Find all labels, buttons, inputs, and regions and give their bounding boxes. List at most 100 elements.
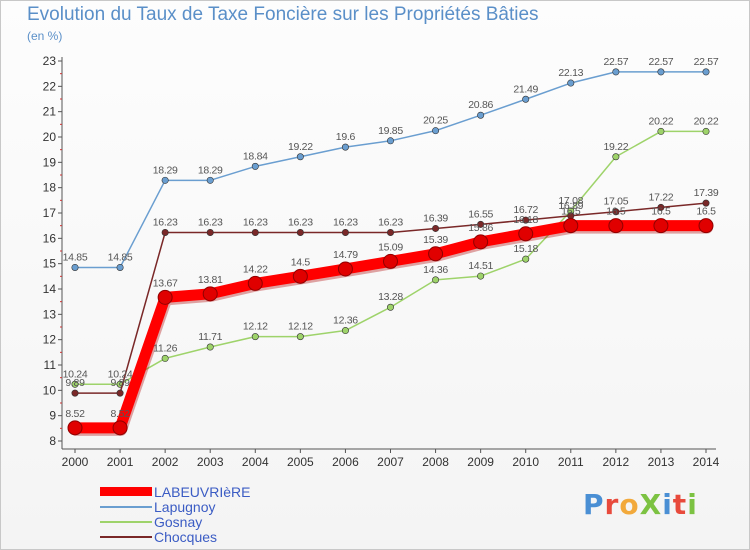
data-point bbox=[702, 199, 710, 207]
data-point bbox=[341, 143, 349, 151]
data-label: 16.89 bbox=[558, 200, 583, 212]
data-label: 16.23 bbox=[153, 217, 178, 229]
data-point bbox=[432, 224, 440, 232]
data-label: 14.51 bbox=[468, 260, 493, 272]
data-point bbox=[67, 420, 83, 436]
y-tick-label: 12 bbox=[43, 333, 57, 347]
data-label: 16.5 bbox=[561, 206, 581, 218]
logo-letter: P bbox=[583, 488, 605, 521]
legend-swatch bbox=[100, 535, 152, 538]
data-label: 14.5 bbox=[291, 256, 311, 268]
data-point bbox=[653, 218, 669, 234]
logo-letter: o bbox=[619, 488, 640, 521]
x-tick-label: 2010 bbox=[512, 455, 539, 469]
y-tick-label: 13 bbox=[43, 307, 57, 321]
data-point bbox=[292, 268, 308, 284]
x-tick-label: 2003 bbox=[197, 455, 224, 469]
data-label: 16.72 bbox=[513, 204, 538, 216]
data-label: 19.22 bbox=[603, 141, 628, 153]
data-label: 16.23 bbox=[378, 217, 403, 229]
data-point bbox=[477, 220, 485, 228]
y-tick-label: 10 bbox=[43, 383, 57, 397]
x-tick-label: 2011 bbox=[558, 455, 584, 469]
data-point bbox=[296, 333, 304, 341]
logo-letter: i bbox=[687, 488, 698, 521]
proxiti-logo: ProXiti bbox=[583, 488, 698, 521]
data-point bbox=[341, 327, 349, 335]
legend-label: Gosnay bbox=[154, 513, 203, 530]
data-label: 19.22 bbox=[288, 141, 313, 153]
data-point bbox=[251, 333, 259, 341]
data-label: 17.39 bbox=[694, 187, 719, 199]
data-label: 21.49 bbox=[513, 83, 538, 95]
data-label: 12.12 bbox=[288, 321, 313, 333]
data-label: 17.08 bbox=[558, 195, 583, 207]
legend-label: Lapugnoy bbox=[154, 498, 216, 515]
logo-letter: X bbox=[639, 488, 663, 521]
data-labels-layer: 14.85 14.85 18.29 18.29 18.84 19.22 19.6 19.85 2… bbox=[63, 56, 720, 420]
legend-swatch bbox=[100, 520, 152, 523]
data-point bbox=[161, 354, 169, 362]
data-label: 14.22 bbox=[243, 263, 268, 275]
x-tick-label: 2006 bbox=[332, 455, 359, 469]
y-tick-label: 8 bbox=[49, 434, 56, 448]
data-label: 14.79 bbox=[333, 249, 358, 261]
data-label: 16.5 bbox=[651, 206, 671, 218]
data-label: 16.23 bbox=[333, 217, 358, 229]
y-tick-label: 19 bbox=[43, 155, 57, 169]
data-label: 19.6 bbox=[336, 131, 356, 143]
data-label: 16.23 bbox=[243, 217, 268, 229]
y-tick-label: 18 bbox=[43, 181, 57, 195]
x-tick-label: 2007 bbox=[377, 455, 404, 469]
data-point bbox=[386, 229, 394, 237]
data-point bbox=[698, 218, 714, 234]
data-label: 10.24 bbox=[63, 368, 88, 380]
data-point bbox=[612, 208, 620, 216]
data-point bbox=[612, 68, 620, 76]
legend-label: Chocques bbox=[154, 528, 218, 545]
series-2 bbox=[71, 127, 710, 388]
data-label: 20.25 bbox=[423, 115, 448, 127]
legend: LABEUVRIèRE Lapugnoy Gosnay Chocques bbox=[100, 483, 251, 545]
data-label: 18.29 bbox=[198, 164, 223, 176]
data-point bbox=[612, 153, 620, 161]
data-point bbox=[522, 95, 530, 103]
data-point bbox=[386, 137, 394, 145]
data-label: 15.09 bbox=[378, 241, 403, 253]
data-point bbox=[432, 127, 440, 135]
x-tick-label: 2009 bbox=[467, 455, 494, 469]
data-point bbox=[71, 263, 79, 271]
data-label: 13.81 bbox=[198, 274, 223, 286]
data-point bbox=[157, 289, 173, 305]
data-point bbox=[477, 272, 485, 280]
legend-item: Lapugnoy bbox=[100, 498, 250, 515]
data-label: 14.36 bbox=[423, 264, 448, 276]
legend-item: Chocques bbox=[100, 528, 250, 545]
data-point bbox=[477, 111, 485, 119]
data-label: 19.85 bbox=[378, 125, 403, 137]
data-label: 16.23 bbox=[288, 217, 313, 229]
data-label: 20.22 bbox=[649, 115, 674, 127]
data-point bbox=[161, 229, 169, 237]
y-tick-label: 22 bbox=[43, 79, 57, 93]
data-point bbox=[296, 229, 304, 237]
x-tick-label: 2004 bbox=[242, 455, 269, 469]
data-point bbox=[112, 420, 128, 436]
x-tick-label: 2001 bbox=[107, 455, 134, 469]
legend-item: LABEUVRIèRE bbox=[100, 483, 251, 500]
logo-letter: i bbox=[662, 488, 673, 521]
data-point bbox=[702, 68, 710, 76]
data-point bbox=[657, 203, 665, 211]
data-label: 15.86 bbox=[468, 222, 493, 234]
data-point bbox=[161, 176, 169, 184]
data-label: 12.36 bbox=[333, 315, 358, 327]
unit-label: (en %) bbox=[27, 29, 63, 43]
data-label: 10.24 bbox=[108, 368, 133, 380]
data-label: 22.57 bbox=[649, 56, 674, 68]
data-label: 9.89 bbox=[65, 377, 85, 389]
data-point bbox=[432, 276, 440, 284]
legend-label: LABEUVRIèRE bbox=[154, 483, 251, 500]
series-1 bbox=[71, 68, 710, 271]
series-layer bbox=[67, 68, 714, 436]
